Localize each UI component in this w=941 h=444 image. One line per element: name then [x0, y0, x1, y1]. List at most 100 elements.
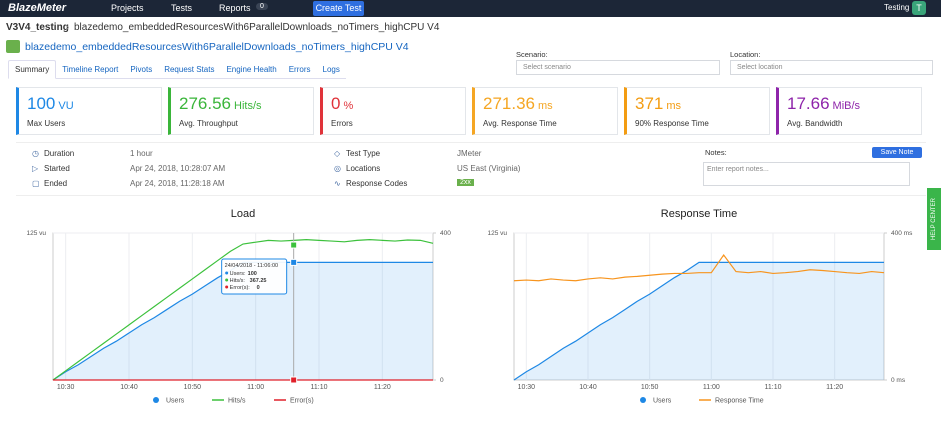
legend-label: Response Time [715, 398, 764, 405]
x-tick-label: 10:30 [518, 384, 536, 391]
location-select[interactable]: Select location [730, 60, 933, 75]
menu[interactable]: Reports [219, 3, 251, 13]
tooltip-value: 100 [248, 271, 257, 277]
tab[interactable]: Summary [8, 60, 57, 79]
x-tick-label: 10:40 [579, 384, 597, 391]
tab[interactable]: Timeline Report [56, 61, 125, 79]
detail-label: Locations [346, 164, 381, 173]
user-name[interactable]: Testing [884, 3, 910, 12]
detail-value: 2xx [457, 179, 474, 186]
nav-bar: BlazeMeter Projects Tests Reports 0 Crea… [0, 0, 941, 17]
y2-tick-label: 0 ms [891, 377, 906, 384]
kpi-label: Avg. Response Time [483, 119, 557, 128]
detail-value: JMeter [457, 149, 482, 158]
separator: › [66, 22, 70, 33]
x-tick-label: 11:20 [826, 384, 843, 391]
kpi-value: 100 VU [27, 94, 74, 114]
tooltip-value: 367.25 [250, 278, 267, 284]
tab[interactable]: Logs [316, 61, 346, 79]
y2-tick-label: 0 [440, 377, 444, 384]
kpi-card: 17.66 MiB/s Avg. Bandwidth [776, 87, 922, 135]
x-tick-label: 10:50 [641, 384, 659, 391]
y-tick-label: 125 vu [487, 230, 507, 237]
scenario-select[interactable]: Select scenario [516, 60, 720, 75]
kpi-value: 17.66 MiB/s [787, 94, 860, 114]
kpi-label: Avg. Bandwidth [787, 119, 843, 128]
kpi-card: 100 VU Max Users [16, 87, 162, 135]
legend-swatch [153, 397, 159, 403]
avatar[interactable]: T [912, 1, 926, 15]
series-line [513, 261, 884, 381]
menu[interactable]: Tests [171, 3, 193, 13]
detail-value: US East (Virginia) [457, 164, 521, 173]
save-note-button[interactable]: Save Note [872, 147, 922, 158]
tooltip-label: Error(s): [230, 285, 251, 291]
chart-title: Load [231, 208, 255, 220]
create-test-button[interactable]: Create Test [313, 1, 364, 16]
legend-label: Error(s) [290, 398, 314, 405]
tooltip-label: Hits/s: [230, 278, 246, 284]
tab[interactable]: Pivots [124, 61, 159, 79]
detail-icon: ◇ [334, 149, 341, 158]
detail-label: Test Type [346, 149, 381, 158]
kpi-value: 271.36 ms [483, 94, 553, 114]
y-tick-label: 125 vu [26, 230, 46, 237]
detail-label: Started [44, 164, 70, 173]
detail-value: Apr 24, 2018, 11:28:18 AM [130, 179, 225, 188]
kpi-card: 276.56 Hits/s Avg. Throughput [168, 87, 314, 135]
detail-value: Apr 24, 2018, 10:28:07 AM [130, 164, 226, 173]
kpi-number: 100 [27, 94, 56, 113]
kpi-value: 0% [331, 94, 353, 114]
legend-label: Users [653, 398, 672, 405]
notes-input[interactable]: Enter report notes... [703, 162, 910, 186]
kpi-unit: ms [538, 100, 553, 112]
x-tick-label: 10:30 [57, 384, 75, 391]
tooltip-box [221, 258, 288, 295]
area [514, 262, 884, 380]
kpi-number: 276.56 [179, 94, 231, 113]
kpi-unit: Hits/s [234, 100, 262, 112]
plot-area [52, 232, 434, 381]
detail-icon: ▢ [32, 179, 40, 188]
filter-label: Location: [730, 50, 761, 59]
kpi-unit: ms [666, 100, 682, 112]
series-line [52, 239, 434, 381]
tab[interactable]: Request Stats [158, 61, 221, 79]
kpi-card: 0% Errors [320, 87, 466, 135]
details: ◷ Duration 1 hour ▷ Started Apr 24, 2018, 10:… [16, 142, 926, 196]
charts: Load 10:30 10:40 10:50 11:00 11:10 11:20 125 vu… [26, 208, 913, 405]
hover-point [290, 258, 298, 266]
chart-title: Response Time [661, 208, 737, 220]
detail-icon: ◎ [334, 164, 341, 173]
legend-label: Users [166, 398, 185, 405]
kpi-unit: % [343, 100, 354, 112]
x-tick-label: 10:40 [120, 384, 138, 391]
y2-tick-label: 400 [440, 230, 451, 237]
kpi-unit: VU [58, 100, 74, 112]
hover-point [290, 376, 298, 384]
detail-icon: ∿ [334, 179, 341, 188]
tab[interactable]: Engine Health [220, 61, 283, 79]
kpi-number: 17.66 [787, 94, 830, 113]
x-tick-label: 11:00 [247, 384, 264, 391]
hover-point [290, 241, 298, 249]
kpi-label: Avg. Throughput [179, 119, 238, 128]
notes-label: Notes: [705, 148, 727, 157]
brand[interactable]: BlazeMeter [8, 2, 67, 14]
menu[interactable]: Projects [111, 3, 144, 13]
detail-label: Duration [44, 149, 75, 158]
plot-area [513, 232, 885, 381]
badge: 0 [256, 3, 268, 10]
breadcrumb[interactable]: V3V4_testing [6, 22, 69, 33]
tooltip-value: 0 [257, 285, 260, 291]
kpi-card: 371 ms 90% Response Time [624, 87, 770, 135]
x-tick-label: 11:10 [311, 384, 328, 391]
detail-value: 1 hour [130, 149, 153, 158]
tooltip-dot [225, 271, 229, 275]
area [53, 262, 433, 380]
report-name[interactable]: blazedemo_embeddedResourcesWith6Parallel… [25, 41, 409, 53]
series-line [513, 254, 885, 282]
tab[interactable]: Errors [282, 61, 317, 79]
